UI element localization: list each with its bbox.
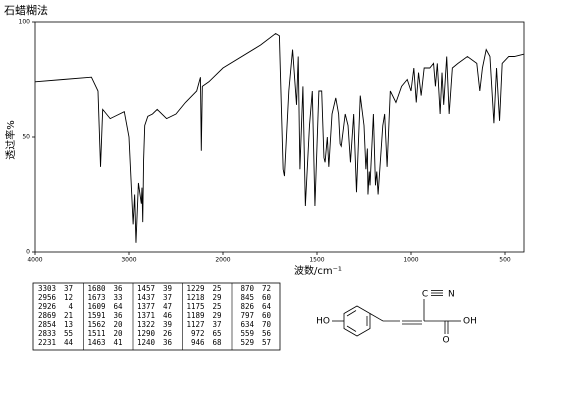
peak-wavenumber: 2231 (38, 338, 56, 347)
peak-transmittance: 36 (113, 311, 123, 320)
peak-wavenumber: 634 (240, 320, 254, 329)
peak-wavenumber: 1322 (137, 320, 155, 329)
peak-transmittance: 47 (163, 302, 172, 311)
peak-transmittance: 70 (262, 320, 272, 329)
peak-wavenumber: 870 (240, 284, 254, 293)
structure (332, 290, 461, 337)
y-tick-label: 100 (19, 19, 31, 26)
peak-transmittance: 20 (113, 320, 123, 329)
peak-transmittance: 25 (212, 284, 221, 293)
peak-transmittance: 60 (262, 311, 272, 320)
peak-transmittance: 64 (262, 302, 272, 311)
atom-label: O (442, 336, 449, 346)
y-axis-label: 透过率% (4, 120, 17, 160)
peak-wavenumber: 1457 (137, 284, 155, 293)
peak-wavenumber: 2956 (38, 293, 57, 302)
x-tick-label: 1000 (403, 257, 418, 264)
peak-wavenumber: 2926 (38, 302, 57, 311)
peak-wavenumber: 797 (240, 311, 254, 320)
bond (346, 310, 357, 317)
peak-transmittance: 25 (212, 302, 221, 311)
plot-frame (34, 21, 525, 253)
peak-transmittance: 37 (212, 320, 221, 329)
atom-label: C (422, 290, 428, 300)
y-tick-label: 0 (26, 249, 30, 256)
peak-transmittance: 39 (163, 320, 172, 329)
peak-table-frame (32, 282, 281, 351)
peak-wavenumber: 3303 (38, 284, 56, 293)
peak-wavenumber: 972 (191, 329, 205, 338)
peak-wavenumber: 1218 (186, 293, 205, 302)
bond (346, 325, 357, 332)
peak-wavenumber: 2854 (38, 320, 57, 329)
peak-transmittance: 36 (113, 284, 123, 293)
peak-transmittance: 29 (212, 311, 221, 320)
atom-label: HO (316, 317, 330, 327)
peak-wavenumber: 1377 (137, 302, 155, 311)
x-tick-label: 3000 (121, 257, 136, 264)
peak-wavenumber: 1680 (87, 284, 106, 293)
peak-transmittance: 39 (163, 284, 172, 293)
peak-transmittance: 33 (113, 293, 122, 302)
peak-wavenumber: 1463 (87, 338, 105, 347)
peak-transmittance: 55 (64, 329, 73, 338)
peak-wavenumber: 1189 (186, 311, 204, 320)
peak-wavenumber: 1673 (87, 293, 105, 302)
peak-transmittance: 65 (212, 329, 221, 338)
peak-transmittance: 44 (64, 338, 74, 347)
peak-wavenumber: 1609 (87, 302, 105, 311)
peak-wavenumber: 1290 (137, 329, 156, 338)
peak-wavenumber: 2833 (38, 329, 56, 338)
peak-transmittance: 72 (262, 284, 271, 293)
spectrum-line (34, 32, 524, 243)
peak-transmittance: 4 (68, 302, 73, 311)
peak-wavenumber: 845 (240, 293, 254, 302)
peak-transmittance: 57 (262, 338, 271, 347)
atom-label: OH (463, 317, 477, 327)
x-tick-label: 1500 (309, 257, 324, 264)
peak-wavenumber: 1175 (186, 302, 204, 311)
peak-transmittance: 26 (163, 329, 173, 338)
peak-wavenumber: 826 (240, 302, 254, 311)
peak-transmittance: 12 (64, 293, 73, 302)
x-tick-label: 4000 (27, 257, 42, 264)
peak-wavenumber: 529 (240, 338, 254, 347)
peak-transmittance: 21 (64, 311, 73, 320)
peak-transmittance: 20 (113, 329, 123, 338)
peak-transmittance: 29 (212, 293, 221, 302)
peak-wavenumber: 1127 (186, 320, 204, 329)
peak-wavenumber: 1371 (137, 311, 155, 320)
peak-wavenumber: 1229 (186, 284, 204, 293)
peak-transmittance: 68 (212, 338, 222, 347)
peak-wavenumber: 946 (191, 338, 205, 347)
x-axis-label: 波数/cm⁻¹ (294, 264, 342, 277)
peak-wavenumber: 1562 (87, 320, 105, 329)
peak-transmittance: 13 (64, 320, 73, 329)
peak-transmittance: 60 (262, 293, 272, 302)
peak-transmittance: 37 (163, 293, 172, 302)
peak-wavenumber: 2869 (38, 311, 56, 320)
peak-wavenumber: 1240 (137, 338, 156, 347)
peak-wavenumber: 1437 (137, 293, 155, 302)
peak-wavenumber: 559 (240, 329, 254, 338)
peak-transmittance: 41 (113, 338, 122, 347)
peak-wavenumber: 1511 (87, 329, 105, 338)
bond (369, 313, 384, 322)
peak-transmittance: 36 (163, 338, 173, 347)
x-tick-label: 500 (499, 257, 511, 264)
x-tick-label: 2000 (215, 257, 230, 264)
peak-transmittance: 64 (113, 302, 123, 311)
peak-transmittance: 56 (262, 329, 272, 338)
chart-title: 石蜡糊法 (4, 3, 48, 17)
peak-transmittance: 37 (64, 284, 73, 293)
y-tick-label: 50 (22, 134, 30, 141)
peak-transmittance: 46 (163, 311, 173, 320)
peak-wavenumber: 1591 (87, 311, 105, 320)
benzene-ring (343, 305, 371, 337)
atom-label: N (448, 290, 455, 300)
